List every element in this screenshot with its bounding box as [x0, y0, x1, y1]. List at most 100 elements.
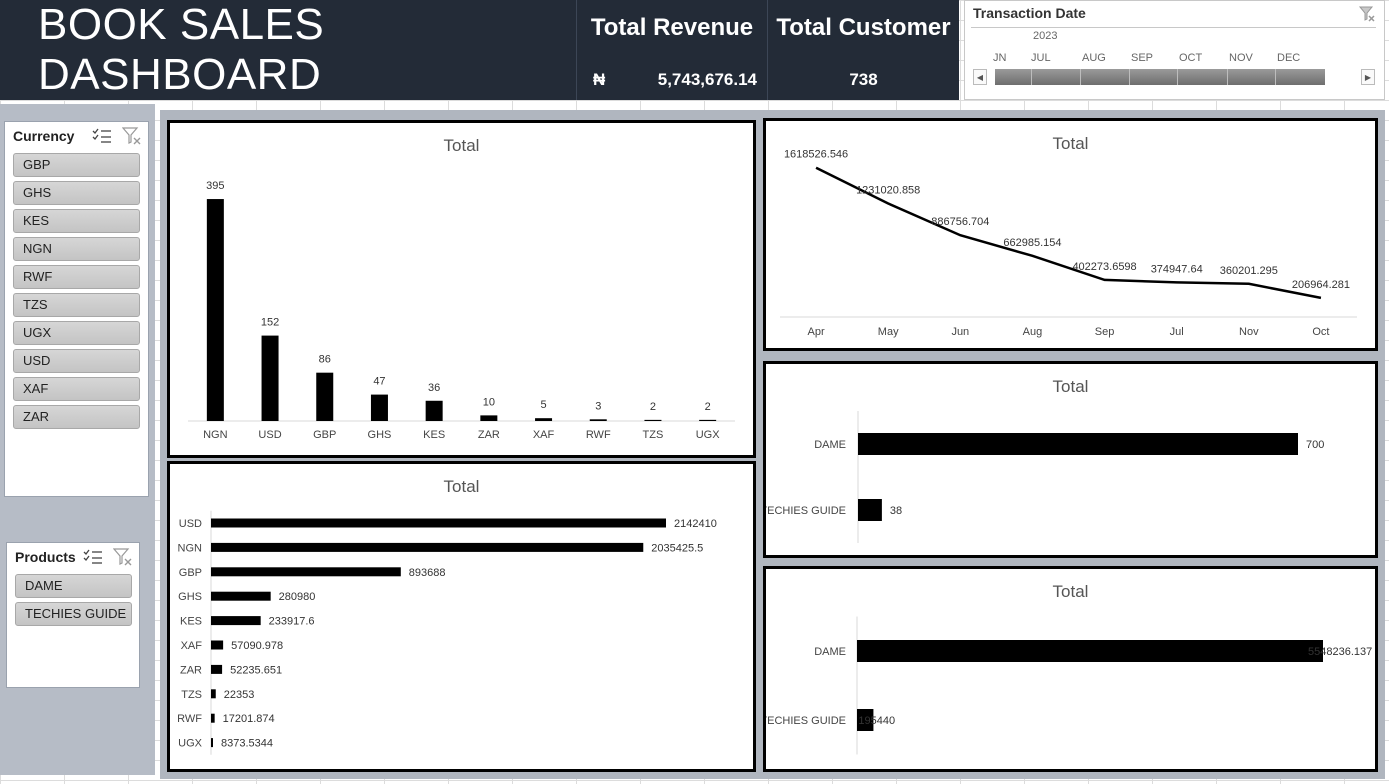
timeline-month[interactable]: DEC: [1277, 52, 1301, 64]
data-label: 52235.651: [230, 664, 282, 676]
bar[interactable]: [316, 372, 334, 421]
data-label: 5: [540, 399, 546, 411]
tick-label: USD: [258, 429, 281, 441]
data-label: 233917.6: [269, 616, 315, 628]
chart-revenue-by-currency[interactable]: Total USD 2142410 NGN 2035425.5 GBP 893688 GHS 2…: [167, 461, 756, 772]
bar[interactable]: [480, 415, 498, 421]
tick-label: ZAR: [478, 429, 500, 441]
timeline-year: 2023: [1033, 30, 1058, 42]
tick-label: Nov: [1239, 326, 1259, 338]
tick-label: KES: [423, 429, 445, 441]
timeline-month[interactable]: NOV: [1229, 52, 1253, 64]
data-label: 47: [373, 376, 385, 388]
timeline-tick: [1031, 69, 1032, 85]
slicer-item-product[interactable]: DAME: [15, 574, 132, 598]
bar[interactable]: [644, 419, 662, 421]
chart-revenue-by-month[interactable]: Total Apr 1618526.546 May 1231020.858 Jun 8867…: [763, 118, 1378, 351]
bar[interactable]: [857, 709, 874, 731]
slicer-item-currency[interactable]: GBP: [13, 153, 140, 177]
bar[interactable]: [261, 335, 279, 421]
tick-label: NGN: [203, 429, 228, 441]
bar[interactable]: [211, 640, 224, 650]
bar[interactable]: [211, 542, 644, 552]
timeline-month[interactable]: JN: [993, 52, 1007, 64]
timeline-scroll-left-icon[interactable]: ◀: [973, 69, 987, 85]
bar[interactable]: [370, 394, 388, 421]
chart-title: Total: [444, 136, 480, 155]
bar[interactable]: [211, 738, 213, 748]
tick-label: UGX: [178, 738, 203, 750]
tick-label: TZS: [643, 429, 664, 441]
data-label: 374947.64: [1151, 263, 1203, 275]
bar[interactable]: [211, 664, 223, 674]
data-label: 1618526.546: [784, 149, 848, 161]
tick-label: XAF: [533, 429, 555, 441]
data-label: 2142410: [674, 518, 717, 530]
timeline-tick: [1080, 69, 1081, 85]
kpi-total-customer: Total Customer 738: [767, 0, 959, 100]
data-label: 360201.295: [1220, 265, 1278, 277]
data-label: 152: [261, 317, 279, 329]
slicer-item-currency[interactable]: TZS: [13, 293, 140, 317]
products-slicer-title: Products: [15, 549, 76, 565]
data-label: 2035425.5: [651, 542, 703, 554]
timeline-month[interactable]: AUG: [1082, 52, 1106, 64]
slicer-item-currency[interactable]: ZAR: [13, 405, 140, 429]
bar[interactable]: [211, 689, 216, 699]
bar[interactable]: [211, 518, 666, 528]
slicer-item-currency[interactable]: USD: [13, 349, 140, 373]
bar[interactable]: [211, 591, 271, 601]
chart-count-by-currency[interactable]: Total 395 NGN 152 USD 86 GBP 47 GHS 36 KES 10 ZAR 5 XA…: [167, 120, 756, 458]
timeline-month[interactable]: OCT: [1179, 52, 1203, 64]
tick-label: KES: [180, 616, 202, 628]
bar[interactable]: [699, 419, 717, 421]
currency-slicer-title: Currency: [13, 128, 75, 144]
slicer-item-currency[interactable]: GHS: [13, 181, 140, 205]
bar[interactable]: [589, 419, 607, 421]
currency-slicer: Currency GBP GHS KES NGN RWF TZS UGX USD…: [4, 121, 149, 497]
bar[interactable]: [535, 418, 553, 421]
data-label: 662985.154: [1003, 237, 1061, 249]
transaction-date-timeline[interactable]: Transaction Date 2023 JN JUL AUG SEP OCT…: [964, 0, 1385, 100]
data-label: 395: [206, 180, 224, 192]
clear-filter-icon[interactable]: [122, 127, 142, 145]
timeline-month[interactable]: JUL: [1031, 52, 1051, 64]
slicer-item-currency[interactable]: RWF: [13, 265, 140, 289]
kpi-customer-title: Total Customer: [776, 14, 951, 41]
slicer-item-currency[interactable]: XAF: [13, 377, 140, 401]
timeline-scroll-right-icon[interactable]: ▶: [1361, 69, 1375, 85]
clear-filter-icon[interactable]: [1358, 5, 1376, 23]
chart-count-by-product[interactable]: Total DAME 700 TECHIES GUIDE 38: [763, 361, 1378, 558]
data-label: 57090.978: [231, 640, 283, 652]
chart-title: Total: [1053, 377, 1089, 396]
chart-revenue-by-product[interactable]: Total DAME 5548236.137 TECHIES GUIDE 195440: [763, 566, 1378, 772]
bar[interactable]: [211, 713, 215, 723]
timeline-title: Transaction Date: [973, 5, 1086, 21]
kpi-revenue-value: 5,743,676.14: [657, 70, 757, 89]
bar[interactable]: [206, 199, 224, 421]
bar[interactable]: [425, 400, 443, 421]
series-line[interactable]: [815, 166, 1322, 300]
tick-label: USD: [179, 518, 202, 530]
dashboard-title: BOOK SALES DASHBOARD: [0, 0, 576, 100]
bar[interactable]: [211, 616, 261, 626]
timeline-month[interactable]: SEP: [1131, 52, 1154, 64]
tick-label: TECHIES GUIDE: [766, 715, 846, 727]
bar[interactable]: [857, 640, 1323, 662]
tick-label: NGN: [178, 542, 203, 554]
bar[interactable]: [858, 433, 1298, 455]
slicer-item-currency[interactable]: NGN: [13, 237, 140, 261]
multi-select-icon[interactable]: [92, 127, 112, 145]
bar[interactable]: [211, 567, 401, 577]
data-label: 17201.874: [223, 713, 275, 725]
slicer-item-currency[interactable]: UGX: [13, 321, 140, 345]
slicer-item-currency[interactable]: KES: [13, 209, 140, 233]
multi-select-icon[interactable]: [83, 548, 103, 566]
bar[interactable]: [858, 499, 882, 521]
slicer-item-product[interactable]: TECHIES GUIDE: [15, 602, 132, 626]
clear-filter-icon[interactable]: [113, 548, 133, 566]
timeline-selection-bar[interactable]: [995, 69, 1325, 85]
data-label: 700: [1306, 439, 1324, 451]
data-label: 86: [319, 354, 331, 366]
tick-label: UGX: [696, 429, 721, 441]
